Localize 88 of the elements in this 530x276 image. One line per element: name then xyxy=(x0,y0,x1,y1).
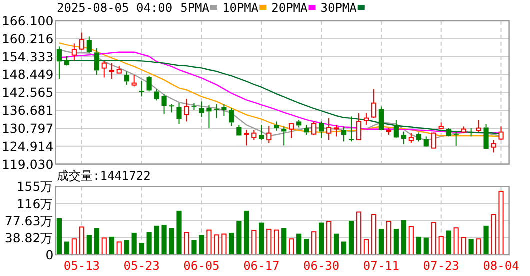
x-tick-label: 05-13 xyxy=(64,259,100,273)
bar xyxy=(356,212,362,256)
bar xyxy=(86,235,92,255)
bar xyxy=(206,230,212,256)
x-tick-label: 06-05 xyxy=(184,259,220,273)
bar xyxy=(79,226,84,256)
legend-label: 30PMA xyxy=(320,1,358,15)
y-tick-label: 148.449 xyxy=(2,67,54,82)
bar xyxy=(348,221,354,255)
y-tick-label: 142.565 xyxy=(2,85,54,100)
x-tick-label: 05-23 xyxy=(124,259,160,273)
bar xyxy=(162,225,167,255)
bar xyxy=(124,240,130,255)
bar xyxy=(192,240,197,255)
bar xyxy=(94,228,100,255)
y-tick-label: 154.333 xyxy=(2,49,54,64)
bar xyxy=(378,229,384,255)
bar xyxy=(394,229,399,255)
bar xyxy=(184,232,190,256)
x-tick-label: 07-11 xyxy=(363,259,400,273)
bar xyxy=(468,239,474,255)
chart-title: 2025-08-05 04:00 xyxy=(57,1,173,15)
bar xyxy=(109,236,114,255)
bar xyxy=(454,228,459,256)
bar xyxy=(341,242,347,255)
bar xyxy=(236,221,242,255)
bar xyxy=(259,222,264,255)
bar xyxy=(244,210,250,255)
y-tick-label: 130.797 xyxy=(2,120,54,136)
legend-label: 10PMA xyxy=(222,1,260,15)
bar xyxy=(424,238,429,255)
bar xyxy=(266,228,272,256)
bar xyxy=(491,214,496,256)
bar xyxy=(56,218,62,255)
bar xyxy=(484,226,489,255)
legend-label: 20PMA xyxy=(272,1,309,15)
bar xyxy=(371,214,376,256)
bar xyxy=(199,235,204,255)
bar xyxy=(296,234,302,255)
y-tick-label: 0 xyxy=(46,248,54,262)
x-tick-label: 07-23 xyxy=(423,259,460,273)
x-tick-label: 06-30 xyxy=(303,259,340,273)
bar xyxy=(312,232,317,256)
y-tick-label: 124.914 xyxy=(2,138,54,154)
y-tick-label: 136.681 xyxy=(2,103,54,118)
bar xyxy=(132,232,137,255)
bar xyxy=(229,232,234,255)
bar xyxy=(476,238,482,256)
bar xyxy=(116,242,122,256)
bar xyxy=(146,232,152,255)
y-tick-label: 155万 xyxy=(16,179,54,194)
bar xyxy=(64,242,70,255)
bar xyxy=(431,222,436,256)
bar xyxy=(334,234,340,255)
chart-title: 成交量:1441722 xyxy=(57,169,151,183)
bar xyxy=(386,221,392,256)
bar xyxy=(461,237,466,256)
bar xyxy=(72,238,77,256)
bar xyxy=(364,240,370,256)
y-tick-label: 119.030 xyxy=(2,156,54,172)
bar xyxy=(139,243,144,255)
y-tick-label: 116万 xyxy=(16,196,54,212)
bar xyxy=(446,230,452,255)
bar xyxy=(438,236,444,256)
bar xyxy=(176,210,182,255)
bar xyxy=(498,190,504,256)
bar xyxy=(102,238,107,256)
bar xyxy=(304,239,310,255)
bar xyxy=(318,222,324,255)
x-tick-label: 08-04 xyxy=(483,259,520,273)
legend-label: 5PMA xyxy=(180,1,210,15)
bar xyxy=(154,226,160,255)
bar xyxy=(401,220,406,255)
y-tick-label: 160.216 xyxy=(2,31,54,46)
y-tick-label: 166.100 xyxy=(2,14,54,28)
bar xyxy=(222,234,227,256)
bar xyxy=(282,228,287,255)
bar xyxy=(252,230,257,256)
x-tick-label: 06-17 xyxy=(244,259,280,273)
bar xyxy=(416,236,422,255)
bar xyxy=(274,230,280,256)
bar xyxy=(214,234,220,256)
y-tick-label: 77.63万 xyxy=(4,213,54,228)
bar xyxy=(326,221,332,256)
bar xyxy=(289,238,294,256)
bar xyxy=(169,228,174,255)
bar xyxy=(408,226,414,256)
y-tick-label: 38.82万 xyxy=(4,230,54,246)
